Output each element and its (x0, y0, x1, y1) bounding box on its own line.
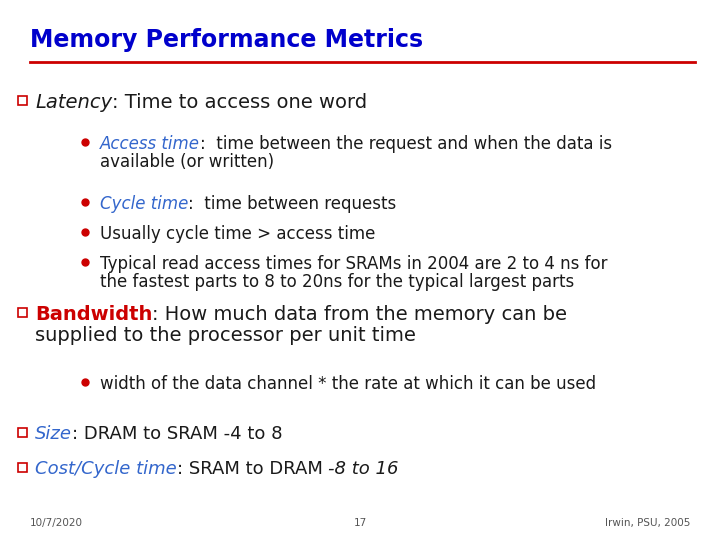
Text: Irwin, PSU, 2005: Irwin, PSU, 2005 (605, 518, 690, 528)
Text: supplied to the processor per unit time: supplied to the processor per unit time (35, 326, 416, 345)
Text: Cost/Cycle time: Cost/Cycle time (35, 460, 176, 478)
Bar (17, 96, 27, 105)
Bar (17, 428, 27, 436)
Text: Cycle time: Cycle time (100, 195, 189, 213)
Text: Latency: Latency (35, 93, 112, 112)
Text: width of the data channel * the rate at which it can be used: width of the data channel * the rate at … (100, 375, 596, 393)
Text: : DRAM to SRAM -4 to 8: : DRAM to SRAM -4 to 8 (72, 425, 282, 443)
Text: Usually cycle time > access time: Usually cycle time > access time (100, 225, 375, 243)
Text: 10/7/2020: 10/7/2020 (30, 518, 83, 528)
Text: Bandwidth: Bandwidth (35, 305, 153, 324)
Text: : SRAM to DRAM: : SRAM to DRAM (176, 460, 328, 478)
Text: the fastest parts to 8 to 20ns for the typical largest parts: the fastest parts to 8 to 20ns for the t… (100, 273, 575, 291)
Text: 17: 17 (354, 518, 366, 528)
Text: :  time between the request and when the data is: : time between the request and when the … (200, 135, 612, 153)
Text: Access time: Access time (100, 135, 200, 153)
Text: available (or written): available (or written) (100, 153, 274, 171)
Bar (17, 307, 27, 316)
Text: Size: Size (35, 425, 72, 443)
Bar (17, 462, 27, 471)
Text: : Time to access one word: : Time to access one word (112, 93, 367, 112)
Text: : How much data from the memory can be: : How much data from the memory can be (153, 305, 567, 324)
Text: -8 to 16: -8 to 16 (328, 460, 399, 478)
Text: Typical read access times for SRAMs in 2004 are 2 to 4 ns for: Typical read access times for SRAMs in 2… (100, 255, 608, 273)
Text: :  time between requests: : time between requests (189, 195, 397, 213)
Text: Memory Performance Metrics: Memory Performance Metrics (30, 28, 423, 52)
